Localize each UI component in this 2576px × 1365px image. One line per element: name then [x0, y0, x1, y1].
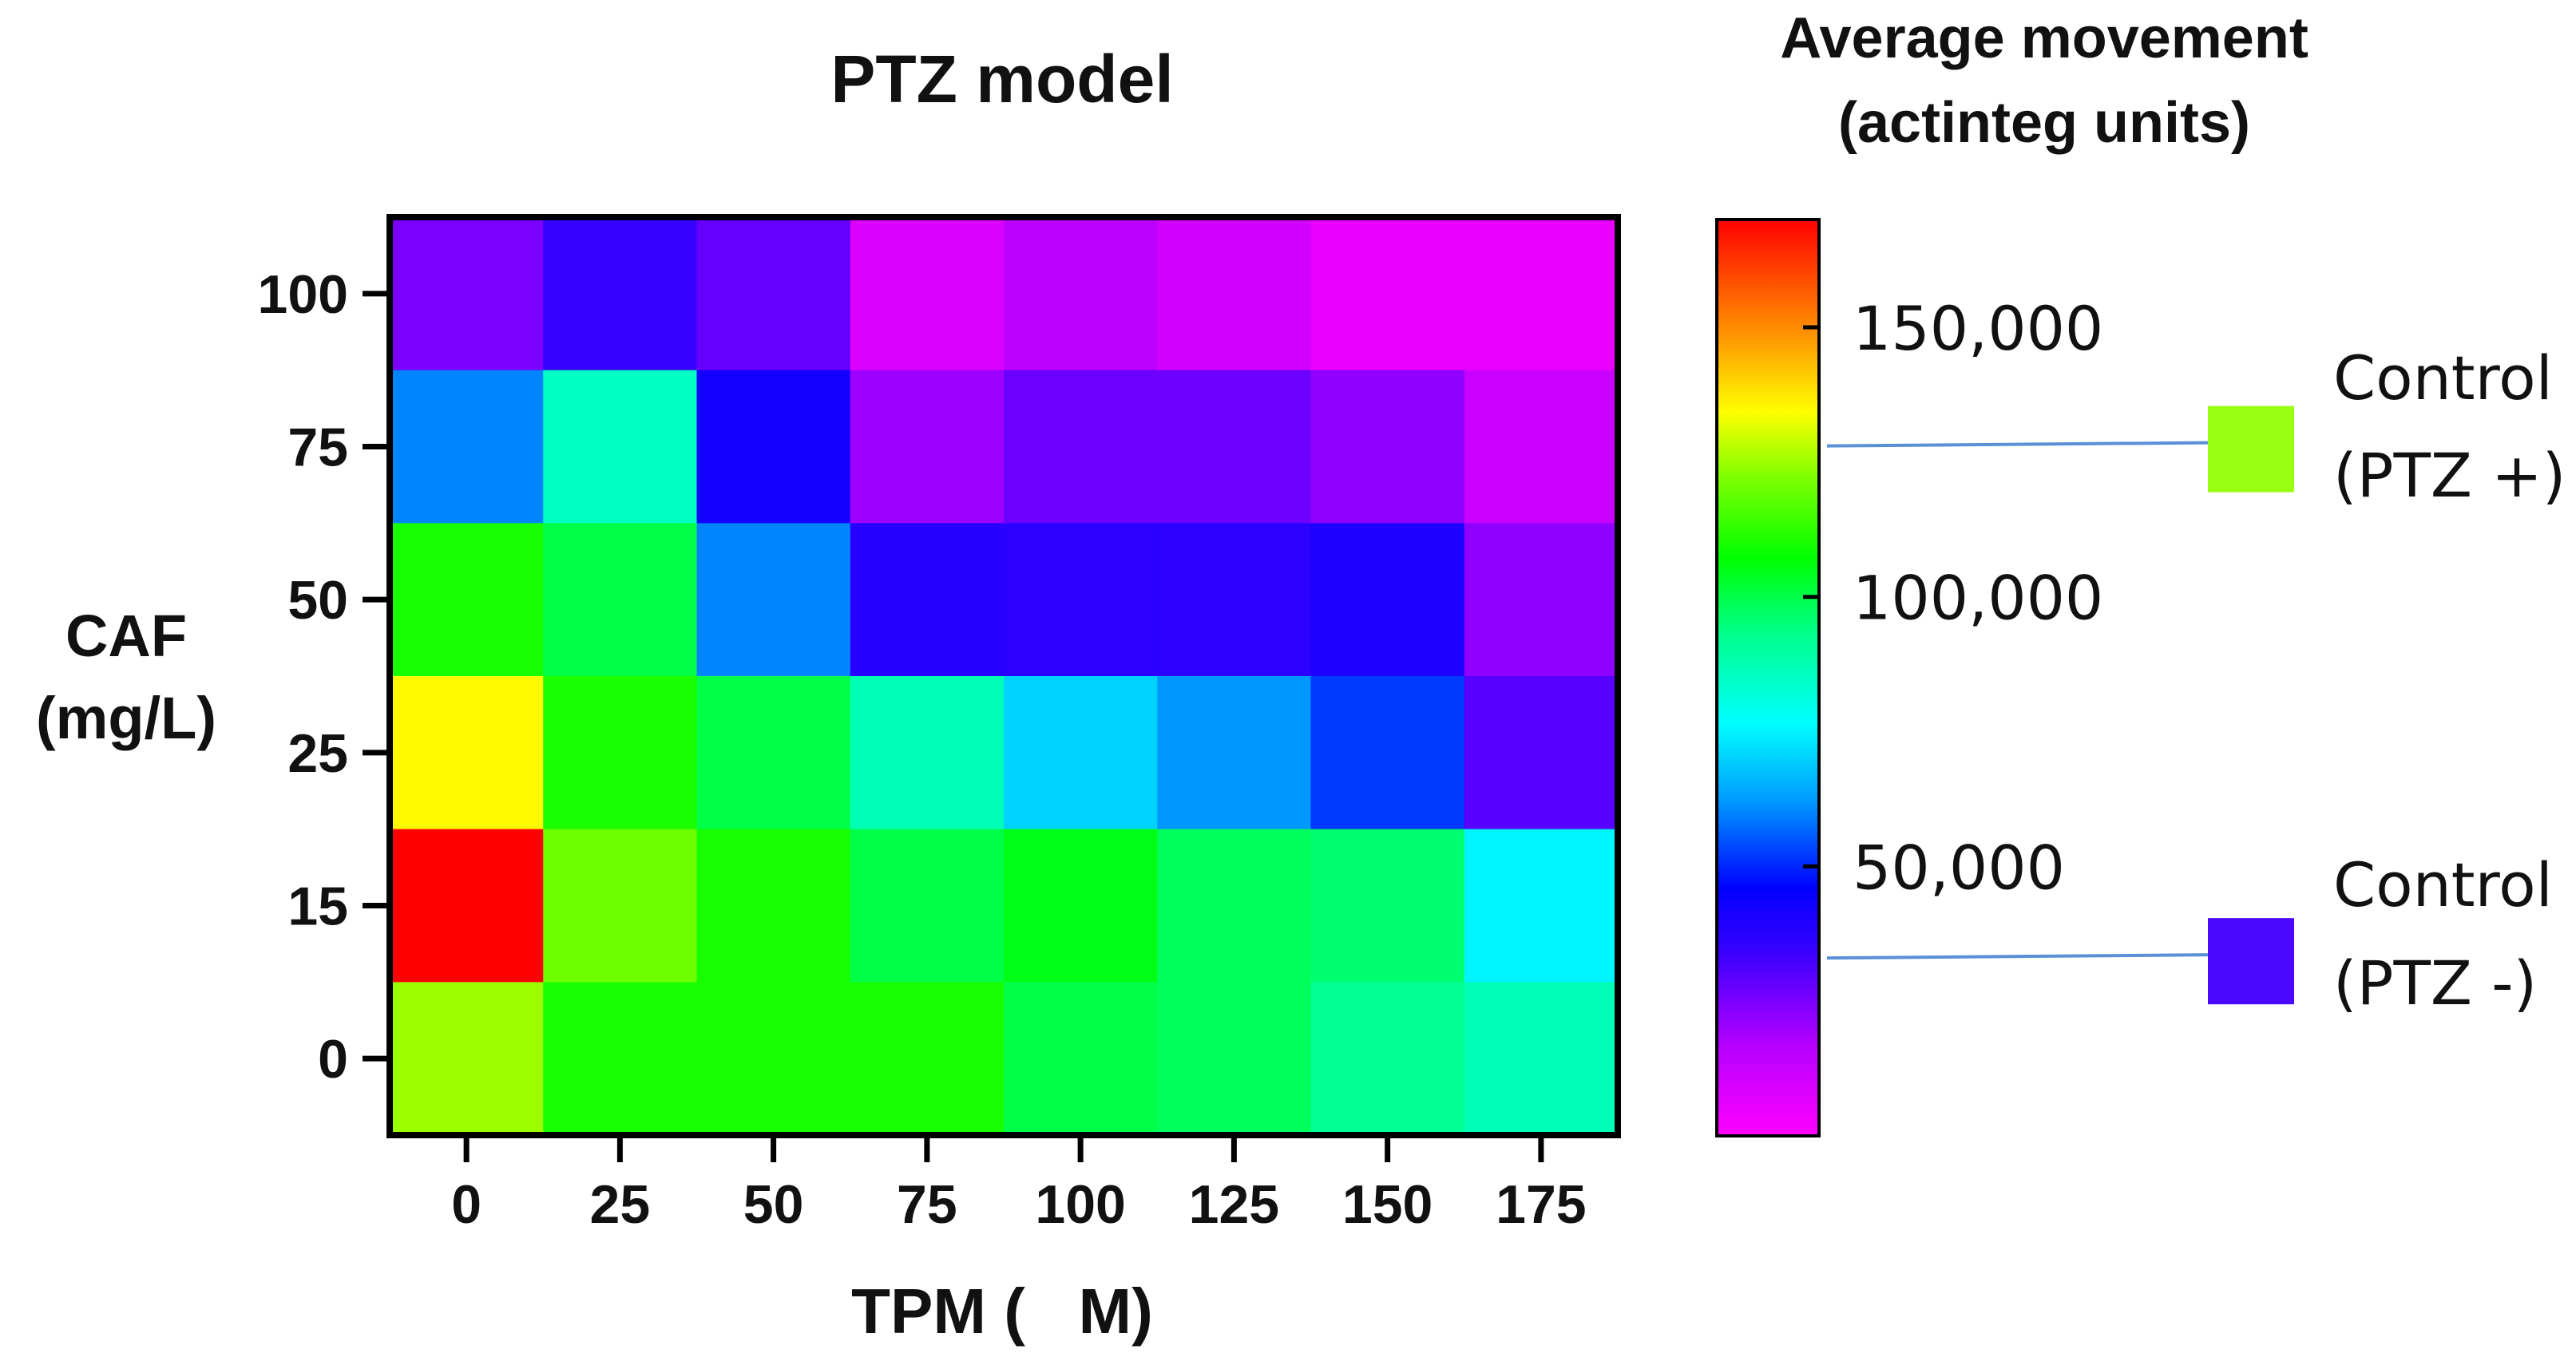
- heatmap-cell: [1157, 217, 1312, 371]
- heatmap-cell: [1464, 676, 1619, 830]
- heatmap-cell: [543, 370, 698, 524]
- colorbar-tick-label: 150,000: [1853, 293, 2103, 364]
- legend-swatch: [2208, 406, 2294, 493]
- heatmap-cell: [543, 829, 698, 983]
- heatmap-cell: [390, 676, 544, 830]
- heatmap-cell: [543, 982, 698, 1136]
- heatmap-cell: [850, 217, 1005, 371]
- heatmap-cell: [390, 217, 544, 371]
- colorbar-tick-label: 100,000: [1853, 563, 2103, 634]
- legend-connector: [1826, 441, 2209, 448]
- heatmap-cell: [1157, 370, 1312, 524]
- x-tick-label: 50: [743, 1174, 804, 1235]
- heatmap-cell: [696, 829, 851, 983]
- legend-swatch: [2208, 918, 2294, 1005]
- colorbar-ticks: 50,000 100,000 150,000: [1803, 293, 2103, 903]
- x-axis-label: TPM ( M): [851, 1276, 1153, 1347]
- heatmap-cell: [696, 676, 851, 830]
- y-tick-label: 50: [287, 570, 348, 631]
- x-tick-label: 0: [451, 1174, 482, 1235]
- colorbar-title-line1: Average movement: [1780, 6, 2308, 70]
- heatmap-cell: [1310, 829, 1465, 983]
- heatmap-cell: [543, 523, 698, 677]
- heatmap-cell: [850, 370, 1005, 524]
- heatmap-cell: [850, 829, 1005, 983]
- heatmap-cell: [1157, 829, 1312, 983]
- legend: Control (PTZ +) Control (PTZ -): [1826, 342, 2566, 1019]
- heatmap-cell: [390, 829, 544, 983]
- x-tick-label: 150: [1342, 1174, 1433, 1235]
- y-tick-label: 100: [258, 264, 348, 325]
- x-tick-label: 100: [1035, 1174, 1125, 1235]
- heatmap-cell: [543, 217, 698, 371]
- heatmap-cell: [1310, 523, 1465, 677]
- colorbar-title-line2: (actinteg units): [1838, 91, 2250, 155]
- heatmap-cell: [1310, 982, 1465, 1136]
- legend-label: Control: [2333, 342, 2553, 413]
- heatmap-cell: [696, 217, 851, 371]
- heatmap-cell: [1310, 370, 1465, 524]
- y-tick-label: 25: [287, 723, 348, 784]
- heatmap-cell: [1004, 676, 1158, 830]
- heatmap-cell: [1310, 217, 1465, 371]
- heatmap-cell: [850, 523, 1005, 677]
- heatmap-cell: [1464, 370, 1619, 524]
- heatmap-cell: [390, 370, 544, 524]
- x-axis-ticks: 0 25 50 75 100 125 150 175: [451, 1135, 1587, 1235]
- heatmap-cells: [390, 217, 1619, 1136]
- heatmap-cell: [850, 982, 1005, 1136]
- y-tick-label: 15: [287, 876, 348, 937]
- heatmap-cell: [1310, 676, 1465, 830]
- heatmap-cell: [696, 982, 851, 1136]
- heatmap-cell: [1004, 370, 1158, 524]
- colorbar: [1715, 218, 1821, 1138]
- heatmap-cell: [850, 676, 1005, 830]
- y-axis-ticks: 100 75 50 25 15 0: [258, 264, 390, 1090]
- heatmap-cell: [1464, 982, 1619, 1136]
- y-tick-label: 75: [287, 417, 348, 478]
- y-axis-label-line2: (mg/L): [36, 685, 216, 751]
- heatmap-cell: [1004, 523, 1158, 677]
- legend-label: (PTZ -): [2333, 948, 2537, 1019]
- legend-label: (PTZ +): [2333, 440, 2566, 511]
- heatmap-cell: [1004, 829, 1158, 983]
- heatmap-cell: [1464, 829, 1619, 983]
- chart-title: PTZ model: [830, 42, 1173, 117]
- y-axis-label-line1: CAF: [65, 603, 187, 669]
- heatmap-cell: [1464, 523, 1619, 677]
- heatmap-cell: [390, 982, 544, 1136]
- heatmap-cell: [1157, 523, 1312, 677]
- plot-frame: [386, 214, 1621, 1138]
- x-tick-label: 125: [1189, 1174, 1279, 1235]
- colorbar-tick-label: 50,000: [1853, 832, 2065, 903]
- heatmap-cell: [390, 523, 544, 677]
- heatmap-cell: [696, 523, 851, 677]
- heatmap-cell: [1157, 982, 1312, 1136]
- heatmap-cell: [1157, 676, 1312, 830]
- x-tick-label: 175: [1496, 1174, 1586, 1235]
- heatmap-cell: [1004, 982, 1158, 1136]
- heatmap-cell: [543, 676, 698, 830]
- x-tick-label: 25: [590, 1174, 651, 1235]
- y-tick-label: 0: [318, 1029, 348, 1090]
- heatmap-cell: [1004, 217, 1158, 371]
- legend-connector: [1826, 953, 2209, 960]
- legend-label: Control: [2333, 849, 2553, 920]
- heatmap-cell: [696, 370, 851, 524]
- x-tick-label: 75: [897, 1174, 957, 1235]
- heatmap-cell: [1464, 217, 1619, 371]
